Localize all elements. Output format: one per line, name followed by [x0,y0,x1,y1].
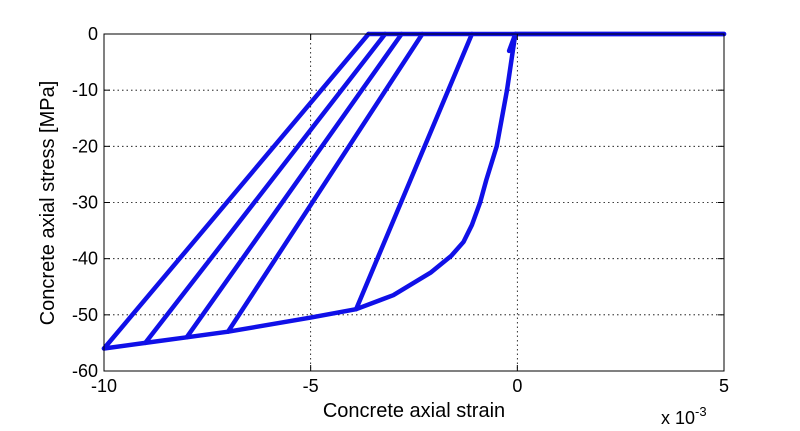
x-tick-label: 5 [719,376,729,396]
series-line-2 [353,31,475,312]
y-tick-label: -40 [72,249,98,269]
y-tick-label: -10 [72,80,98,100]
x-axis-label: Concrete axial strain [323,400,505,422]
x-axis-multiplier-base: x 10 [661,408,695,428]
series-line-5 [143,31,388,346]
series-line-1 [101,31,727,351]
plot-area [104,34,724,371]
x-tick-label: -10 [91,376,117,396]
y-tick-label: -50 [72,305,98,325]
ticks [103,33,725,372]
x-axis-multiplier-exponent: -3 [695,404,707,419]
y-tick-label: -20 [72,136,98,156]
y-tick-label: 0 [88,24,98,44]
x-axis-multiplier: x 10-3 [661,404,707,428]
x-tick-label: 0 [512,376,522,396]
y-tick-label: -30 [72,193,98,213]
y-axis-label: Concrete axial stress [MPa] [37,81,59,326]
y-tick-label: -60 [72,361,98,381]
x-tick-label: -5 [303,376,319,396]
series-line-3 [225,31,425,334]
series-line-6 [101,31,371,351]
tick-labels: -10 -5 0 50-10-20-30-40-50-60 [72,24,729,396]
series-line-4 [184,31,404,340]
series-line-8 [506,31,518,54]
